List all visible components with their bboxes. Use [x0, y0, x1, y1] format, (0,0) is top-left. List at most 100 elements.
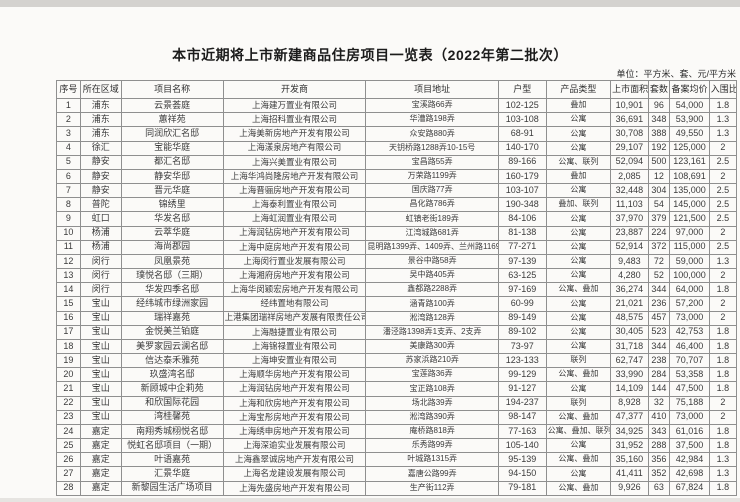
table-cell: 上海坤安置业有限公司 [222, 353, 367, 369]
table-cell: 上海建万置业有限公司 [222, 97, 367, 114]
table-cell: 上海深逾实业发展有限公司 [222, 438, 367, 454]
table-cell: 140-170 [497, 140, 547, 156]
table-cell: 公寓 [545, 296, 612, 312]
table-cell: 36,274 [610, 282, 649, 298]
table-cell: 虹口 [79, 211, 122, 227]
table-cell: 上海美新房地产开发有限公司 [222, 126, 367, 142]
table-row: 13 闵行 璞悦名邸（三期） 上海湘府房地产开发有限公司 吴中路405弄 63-125 公寓… [56, 268, 738, 284]
table-cell: 和欣国际花园 [120, 395, 224, 411]
table-cell: 嘉定 [79, 452, 122, 468]
table-row: 5 静安 都汇名邸 上海兴美置业有限公司 宝昌路55弄 89-166 公寓、联列 52,094… [56, 154, 738, 170]
table-cell: 12 [647, 168, 671, 185]
table-cell: 344 [647, 338, 671, 355]
table-cell: 75,188 [669, 395, 710, 411]
table-cell: 91-127 [497, 381, 547, 397]
table-cell: 4 [56, 140, 81, 156]
table-cell: 闵行 [79, 268, 122, 284]
table-cell: 68-91 [497, 126, 547, 142]
table-cell: 1.3 [708, 112, 738, 128]
table-cell: 344 [647, 282, 671, 298]
table-row: 16 宝山 瑞祥嘉苑 上港集团瑞祥房地产发展有限责任公司 淞湾路128弄 89-149 公寓… [56, 310, 738, 326]
table-cell: 公寓 [545, 225, 612, 241]
table-cell: 上海和欣房地产开发有限公司 [222, 395, 367, 411]
table-cell: 500 [647, 154, 671, 170]
table-cell: 2 [708, 310, 738, 326]
table-cell: 108,691 [669, 168, 710, 185]
table-cell: 99-129 [497, 367, 547, 383]
table-cell: 云萃华庭 [120, 225, 224, 241]
table-cell: 经纬置地有限公司 [222, 296, 367, 312]
table-cell: 42,984 [669, 452, 710, 468]
table-cell: 上海宝彤房地产开发有限公司 [222, 409, 367, 425]
table-cell: 公寓、叠加 [545, 452, 612, 468]
table-cell: 236 [647, 296, 671, 312]
table-cell: 宝山 [79, 310, 122, 326]
table-cell: 7 [56, 183, 81, 199]
table-cell: 2 [708, 296, 738, 312]
table-cell: 淞湾路390弄 [365, 409, 499, 425]
table-cell: 123,161 [669, 154, 710, 170]
table-cell: 123-133 [497, 353, 547, 369]
table-cell: 2.5 [708, 183, 738, 199]
page-title: 本市近期将上市新建商品住房项目一览表（2022年第二批次） [172, 47, 568, 63]
table-cell: 23,887 [610, 225, 649, 241]
table-cell: 103-108 [497, 112, 547, 128]
table-cell: 新黎园生活广场项目 [120, 480, 224, 497]
table-cell: 虹镇老街189弄 [365, 211, 499, 227]
table-cell: 304 [647, 183, 671, 199]
table-row: 28 嘉定 新黎园生活广场项目 上海先盛房地产开发有限公司 生产街112弄 79-181 公… [56, 480, 738, 497]
table-cell: 14,109 [610, 381, 649, 397]
table-cell: 叠加 [545, 97, 612, 114]
table-cell: 南翔秀城栩悦名邸 [120, 423, 224, 440]
table-cell: 昆明路1399弄、1409弄、兰州路1169号 [365, 239, 499, 255]
table-cell: 宝昌路55弄 [365, 154, 499, 170]
table-cell: 叠加、联列 [545, 197, 612, 213]
housing-projects-table: 序号 所在区域 项目名称 开发商 项目地址 户型 产品类型 上市面积 套数 备案均价 入围比 1 浦东… [56, 80, 738, 497]
table-cell: 2 [708, 225, 738, 241]
table-cell: 9 [56, 211, 81, 227]
table-cell: 上海招科置业有限公司 [222, 112, 367, 128]
table-cell: 上海兴美置业有限公司 [222, 154, 367, 170]
table-cell: 52 [647, 268, 671, 284]
table-cell: 103-107 [497, 183, 547, 199]
table-cell: 121,500 [669, 211, 710, 227]
table-cell: 闵行 [79, 282, 122, 298]
table-cell: 1.8 [708, 338, 738, 355]
table-cell: 96 [647, 97, 671, 114]
table-cell: 48,575 [610, 310, 649, 326]
table-cell: 3 [56, 126, 81, 142]
table-cell: 公寓 [545, 324, 612, 340]
table-cell: 457 [647, 310, 671, 326]
table-cell: 1.8 [708, 423, 738, 440]
table-row: 27 嘉定 汇景华庭 上海名龙建设发展有限公司 嘉唐公路99弄 94-150 公寓 41,41… [56, 466, 738, 482]
table-cell: 公寓、叠加 [545, 367, 612, 383]
table-cell: 2 [708, 268, 738, 284]
table-cell: 53,900 [669, 112, 710, 128]
table-row: 12 闵行 凤凰景苑 上海闵行置业发展有限公司 景谷中路58弄 97-139 公寓 9,483… [56, 253, 738, 270]
table-cell: 14 [56, 282, 81, 298]
table-row: 17 宝山 金悦美兰铂庭 上海融捷置业有限公司 潘泾路1398弄1支弄、2支弄 89-10… [56, 324, 738, 340]
table-cell: 10,901 [610, 97, 649, 114]
table-cell: 浦东 [79, 97, 122, 114]
table-cell: 20 [56, 367, 81, 383]
table-cell: 77-163 [497, 423, 547, 440]
table-cell: 上海顺华房地产开发有限公司 [222, 367, 367, 383]
table-cell: 公寓 [545, 438, 612, 454]
table-cell: 上海晋骊房地产开发有限公司 [222, 183, 367, 199]
table-cell: 72 [647, 253, 671, 270]
table-cell: 浦东 [79, 126, 122, 142]
table-cell: 浦东 [79, 112, 122, 128]
table-cell: 63 [647, 480, 671, 497]
table-cell: 静安 [79, 168, 122, 185]
table-cell: 73,000 [669, 409, 710, 425]
table-cell: 97-139 [497, 253, 547, 270]
table-cell: 1.8 [708, 324, 738, 340]
table-cell: 嘉定 [79, 480, 122, 497]
table-cell: 1.3 [708, 466, 738, 482]
table-row: 7 静安 晋元华庭 上海晋骊房地产开发有限公司 国庆路77弄 103-107 公寓 32,44… [56, 183, 738, 199]
table-cell: 62,747 [610, 353, 649, 369]
table-cell: 蕙祥苑 [120, 112, 224, 128]
table-cell: 同润欣汇名邸 [120, 126, 224, 142]
table-cell: 12 [56, 253, 81, 270]
table-cell: 52,094 [610, 154, 649, 170]
